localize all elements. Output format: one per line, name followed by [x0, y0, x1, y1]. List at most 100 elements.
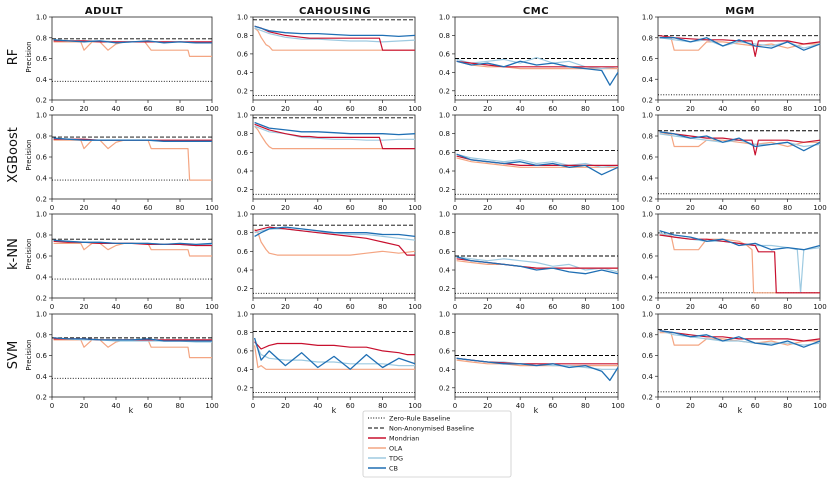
y-tick-label: 1.0: [36, 311, 47, 319]
y-tick-label: 0.2: [439, 87, 450, 95]
series-line-cb: [659, 329, 821, 348]
y-tick-label: 0.2: [642, 394, 653, 402]
x-tick-label: 0: [50, 402, 54, 410]
series-line-mondrian: [659, 35, 821, 58]
series-line-cb: [456, 256, 619, 275]
x-tick-label: 40: [313, 303, 322, 311]
x-tick-label: 0: [251, 402, 255, 410]
x-tick-label: 0: [656, 204, 660, 212]
y-tick-label: 1.0: [237, 211, 248, 219]
series-line-cb: [254, 226, 416, 238]
panel-cahousing-xgboost: 0.2 0.4 0.6 0.8 1.0 0 20 40 60 80 100: [237, 112, 422, 213]
y-tick-label: 0.2: [36, 97, 47, 105]
x-tick-label: 20: [80, 402, 89, 410]
series-line-mondrian: [659, 330, 821, 342]
x-tick-label: 80: [176, 303, 185, 311]
y-axis-label: Precision: [25, 238, 33, 269]
x-tick-label: 100: [813, 204, 826, 212]
series-line-tdg: [254, 125, 415, 141]
y-tick-label: 1.0: [36, 211, 47, 219]
series-line-ola: [659, 37, 820, 51]
y-tick-label: 0.8: [36, 232, 47, 240]
y-tick-label: 1.0: [642, 112, 653, 120]
y-tick-label: 0.2: [36, 394, 47, 402]
row-title-svm: SVM: [6, 341, 21, 369]
y-tick-label: 0.6: [642, 55, 654, 63]
y-tick-label: 0.4: [439, 366, 451, 374]
x-tick-label: 20: [686, 402, 695, 410]
panel-mgm-xgboost: 0.2 0.4 0.6 0.8 1.0 0 20 40 60 80 100: [642, 112, 827, 213]
y-tick-label: 0.4: [642, 175, 654, 183]
y-axis-label: Precision: [25, 139, 33, 170]
x-tick-label: 60: [548, 105, 557, 113]
x-tick-label: 60: [751, 402, 760, 410]
series-line-ola: [53, 139, 212, 181]
y-tick-label: 0.2: [36, 196, 47, 204]
x-tick-label: 80: [581, 204, 590, 212]
x-tick-label: 20: [686, 105, 695, 113]
y-tick-label: 1.0: [439, 211, 450, 219]
y-tick-label: 0.2: [642, 295, 653, 303]
y-tick-label: 1.0: [642, 311, 653, 319]
series-line-cb: [53, 39, 212, 44]
y-tick-label: 0.6: [642, 253, 654, 261]
x-tick-label: 60: [346, 402, 355, 410]
panel-mgm-svm: 0.2 0.4 0.6 0.8 1.0 0 20 40 60 80 100: [642, 311, 827, 411]
x-tick-label: 0: [453, 402, 457, 410]
series-line-cb: [254, 25, 416, 38]
y-axis-label: Precision: [25, 339, 33, 370]
y-tick-label: 0.6: [36, 55, 48, 63]
series-line-ola: [53, 41, 212, 58]
series-line-mondrian: [254, 341, 415, 356]
y-tick-label: 0.8: [642, 232, 653, 240]
legend-label-tdg: TDG: [388, 455, 403, 463]
series-line-ola: [456, 157, 618, 168]
y-tick-label: 1.0: [237, 311, 248, 319]
panel-frame: [657, 114, 821, 200]
x-tick-label: 0: [251, 105, 255, 113]
y-tick-label: 0.4: [439, 168, 451, 176]
y-tick-label: 0.4: [36, 274, 48, 282]
x-tick-label: 20: [281, 105, 290, 113]
x-tick-label: 0: [453, 105, 457, 113]
panel-frame: [252, 213, 416, 299]
y-tick-label: 0.8: [439, 329, 450, 337]
x-tick-label: 60: [548, 204, 557, 212]
y-tick-label: 0.4: [642, 373, 654, 381]
y-tick-label: 0.4: [36, 175, 48, 183]
x-axis-label: k: [534, 406, 539, 415]
y-tick-label: 0.4: [237, 267, 249, 275]
x-tick-label: 100: [408, 303, 421, 311]
series-line-tdg: [254, 27, 416, 43]
x-tick-label: 40: [718, 402, 727, 410]
x-tick-label: 40: [718, 204, 727, 212]
y-tick-label: 0.2: [237, 87, 248, 95]
y-tick-label: 0.8: [439, 32, 450, 40]
panel-frame: [51, 16, 213, 101]
x-tick-label: 100: [813, 303, 826, 311]
y-tick-label: 0.2: [642, 97, 653, 105]
legend: Zero-Rule Baseline Non-Anonymised Baseli…: [362, 410, 512, 478]
series-line-cb: [659, 131, 821, 152]
x-tick-label: 80: [783, 303, 792, 311]
row-title-knn: k-NN: [6, 238, 21, 270]
y-tick-label: 1.0: [36, 112, 47, 120]
x-tick-label: 60: [346, 204, 355, 212]
x-tick-label: 40: [516, 303, 525, 311]
y-tick-label: 0.4: [642, 274, 654, 282]
x-tick-label: 80: [783, 204, 792, 212]
series-line-ola: [254, 345, 415, 370]
y-tick-label: 0.8: [237, 229, 248, 237]
x-tick-label: 80: [378, 402, 387, 410]
y-tick-label: 0.8: [36, 133, 47, 141]
x-tick-label: 60: [548, 402, 557, 410]
y-tick-label: 0.8: [237, 130, 248, 138]
x-tick-label: 0: [453, 303, 457, 311]
x-tick-label: 100: [205, 204, 218, 212]
x-tick-label: 80: [378, 105, 387, 113]
y-tick-label: 0.6: [237, 149, 249, 157]
x-tick-label: 0: [50, 303, 54, 311]
y-tick-label: 0.6: [36, 154, 48, 162]
y-tick-label: 0.8: [439, 130, 450, 138]
y-tick-label: 0.6: [237, 347, 249, 355]
